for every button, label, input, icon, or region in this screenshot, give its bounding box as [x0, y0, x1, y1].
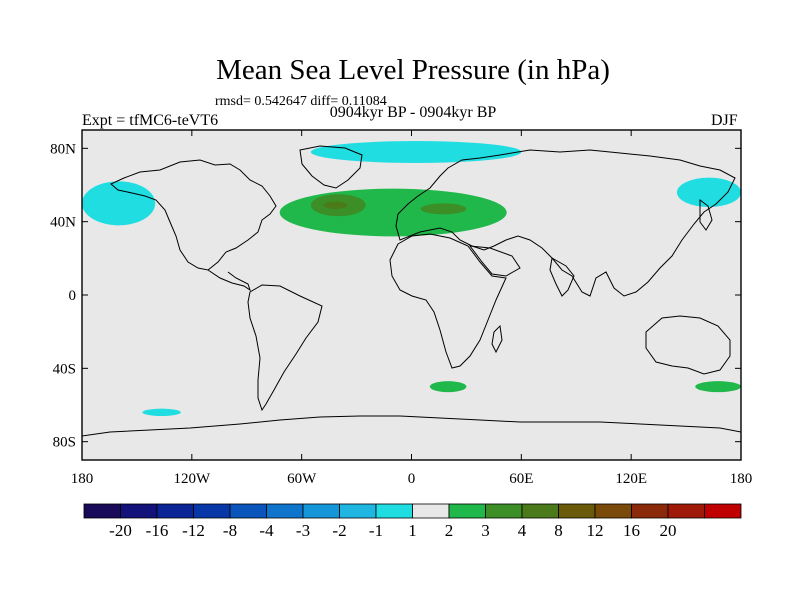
x-tick-label: 0 — [408, 471, 416, 487]
period-label: 0904kyr BP - 0904kyr BP — [329, 104, 497, 121]
season-label: DJF — [711, 112, 738, 129]
x-axis: 180 120W 60W 0 60E 120E 180 — [71, 130, 753, 487]
colorbar-swatch — [83, 503, 121, 519]
colorbar-label: -20 — [109, 521, 132, 540]
colorbar-label: -12 — [182, 521, 205, 540]
colorbar-swatch — [120, 503, 158, 519]
anomaly-central-europe-positive — [420, 203, 467, 215]
anomaly-north-pacific-negative — [82, 181, 156, 226]
colorbar-swatch — [521, 503, 559, 519]
anomaly-north-atlantic-europe-positive — [279, 188, 507, 237]
colorbar-swatch — [412, 503, 450, 519]
colorbar-label: -2 — [332, 521, 346, 540]
colorbar-swatch — [193, 503, 231, 519]
colorbar-label: -1 — [369, 521, 383, 540]
colorbar-label: 4 — [518, 521, 527, 540]
anomaly-south-pacific-east-positive — [695, 381, 741, 393]
coastline-layer — [82, 145, 741, 437]
coastline-india — [549, 257, 575, 297]
anomaly-east-asia-negative — [676, 177, 741, 207]
y-tick-label: 80N — [50, 141, 76, 157]
colorbar-label: 16 — [623, 521, 640, 540]
colorbar-label: -4 — [259, 521, 274, 540]
x-tick-label: 60W — [287, 471, 317, 487]
coastline-south-america — [247, 284, 323, 412]
colorbar-swatch — [339, 503, 377, 519]
colorbar-swatch — [558, 503, 596, 519]
colorbar-swatch — [631, 503, 669, 519]
x-tick-label: 120E — [615, 471, 647, 487]
colorbar-swatch — [667, 503, 705, 519]
stats-label: rmsd= 0.542647 diff= 0.11084 — [215, 94, 387, 109]
x-tick-label: 180 — [730, 471, 753, 487]
colorbar-label: 8 — [554, 521, 563, 540]
colorbar-label: 1 — [408, 521, 417, 540]
colorbar-swatch — [448, 503, 486, 519]
colorbar-label: 2 — [445, 521, 454, 540]
anomaly-south-pacific-west-negative — [142, 408, 181, 417]
colorbar-swatch — [156, 503, 194, 519]
y-tick-label: 40S — [53, 361, 76, 377]
coastline-greenland — [299, 145, 363, 189]
colorbar-swatch — [485, 503, 523, 519]
y-tick-label: 0 — [69, 288, 77, 304]
coastline-australia — [645, 315, 731, 375]
colorbar-swatch — [302, 503, 340, 519]
colorbar: -20 -16 -12 -8 -4 -3 -2 -1 1 2 3 4 8 12 16 20 — [83, 503, 742, 540]
coastline-north-america — [110, 159, 277, 271]
colorbar-label: -3 — [296, 521, 310, 540]
colorbar-swatch — [594, 503, 632, 519]
colorbar-label: -16 — [146, 521, 169, 540]
x-tick-label: 180 — [71, 471, 94, 487]
colorbar-label: -8 — [223, 521, 237, 540]
colorbar-swatch — [375, 503, 413, 519]
colorbar-label: 12 — [587, 521, 604, 540]
colorbar-swatch — [704, 503, 742, 519]
y-tick-label: 80S — [53, 435, 76, 451]
colorbar-label: 20 — [660, 521, 677, 540]
anomaly-mid-atlantic-peak-positive — [323, 201, 348, 209]
anomaly-south-atlantic-positive — [429, 381, 467, 393]
x-tick-label: 120W — [173, 471, 211, 487]
colorbar-swatch — [229, 503, 267, 519]
map-background — [82, 130, 741, 460]
coastline-central-america — [207, 269, 251, 292]
anomaly-arctic-negative — [310, 141, 522, 163]
anomaly-layer — [82, 141, 741, 417]
x-tick-label: 60E — [509, 471, 533, 487]
coastline-madagascar — [491, 324, 503, 354]
y-axis: 80N 40N 0 40S 80S — [50, 141, 741, 451]
experiment-label: Expt = tfMC6-teVT6 — [82, 112, 219, 129]
coastline-antarctica — [82, 415, 741, 437]
coastline-africa — [389, 233, 507, 369]
chart-title: Mean Sea Level Pressure (in hPa) — [216, 54, 610, 86]
coastline-arabia — [468, 245, 521, 277]
coastline-japan — [699, 199, 713, 231]
y-tick-label: 40N — [50, 215, 76, 231]
colorbar-label: 3 — [481, 521, 490, 540]
colorbar-swatch — [266, 503, 304, 519]
